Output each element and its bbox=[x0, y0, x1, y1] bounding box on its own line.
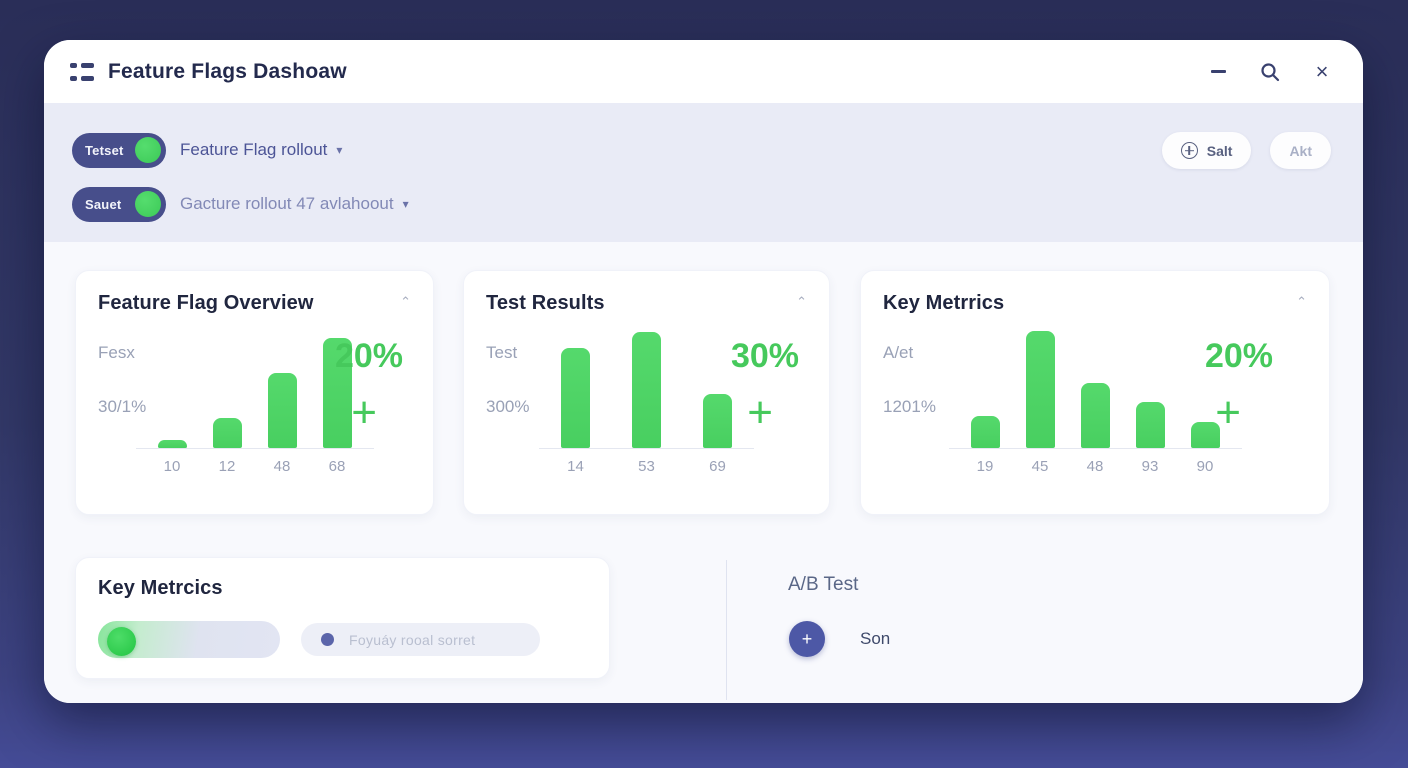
x-tick-label: 48 bbox=[1086, 458, 1104, 475]
slider-knob[interactable] bbox=[107, 627, 136, 656]
bar bbox=[1080, 383, 1110, 448]
bars-area bbox=[948, 319, 1242, 449]
title-bar: Feature Flags Dashoaw × bbox=[44, 40, 1363, 103]
toggle-sauet[interactable]: Sauet bbox=[72, 186, 166, 222]
x-axis-ticks: 14 53 69 bbox=[539, 458, 754, 475]
ab-test-title: A/B Test bbox=[788, 574, 859, 595]
toolbar-actions: Salt Akt bbox=[1161, 132, 1331, 169]
dropdown-feature-flag-rollout[interactable]: Feature Flag rollout ▾ bbox=[180, 140, 342, 160]
x-tick-label: 10 bbox=[163, 458, 181, 475]
card-feature-flag-overview: Feature Flag Overview ⌃ Fesx 30/1% 10 12 4… bbox=[75, 270, 434, 515]
plus-circle-icon bbox=[1180, 142, 1198, 159]
collapse-chevron-icon[interactable]: ⌃ bbox=[1296, 293, 1307, 309]
x-tick-label: 12 bbox=[218, 458, 236, 475]
bar bbox=[1135, 402, 1165, 448]
card-test-results: Test Results ⌃ Test 300% 14 53 69 30% + bbox=[463, 270, 830, 515]
vertical-divider bbox=[726, 560, 727, 700]
list-menu-icon[interactable] bbox=[70, 62, 94, 81]
add-plus-button[interactable]: + bbox=[747, 388, 773, 437]
toggle-row-1: Tetset Feature Flag rollout ▾ bbox=[72, 132, 1333, 168]
salt-button[interactable]: Salt bbox=[1161, 132, 1252, 169]
card-key-metrics: Key Metrrics ⌃ A/et 1201% 19 45 48 93 90 20%… bbox=[860, 270, 1330, 515]
toggle-label: Sauet bbox=[85, 196, 122, 212]
bar-chart: 14 53 69 bbox=[464, 319, 829, 475]
chart-label-top: A/et bbox=[883, 343, 914, 362]
dropdown-label: Gacture rollout 47 avlahoout bbox=[180, 194, 394, 213]
collapse-chevron-icon[interactable]: ⌃ bbox=[796, 293, 807, 309]
toggle-knob-icon bbox=[135, 191, 161, 217]
x-tick-label: 68 bbox=[328, 458, 346, 475]
ab-test-add-button[interactable]: + bbox=[789, 621, 825, 657]
minimize-icon bbox=[1210, 70, 1226, 73]
close-button[interactable]: × bbox=[1311, 58, 1333, 84]
bar bbox=[267, 373, 297, 448]
app-window: Feature Flags Dashoaw × Tetset Feature F… bbox=[44, 40, 1363, 703]
card-key-metrics-bottom: Key Metrcics Foyuáy rooal sorret bbox=[75, 557, 610, 679]
bars-area bbox=[539, 319, 754, 449]
toggle-row-2: Sauet Gacture rollout 47 avlahoout ▾ bbox=[72, 186, 1333, 222]
percent-value: 20% bbox=[334, 337, 403, 375]
akt-button-label: Akt bbox=[1289, 142, 1312, 159]
bar-chart: 10 12 48 68 bbox=[76, 319, 433, 475]
bars-area bbox=[135, 319, 374, 449]
status-pill-label: Foyuáy rooal sorret bbox=[349, 631, 476, 648]
chart-label-mid: 30/1% bbox=[98, 397, 147, 416]
progress-slider[interactable] bbox=[98, 621, 280, 658]
dropdown-gacture-rollout[interactable]: Gacture rollout 47 avlahoout ▾ bbox=[180, 194, 409, 214]
toggle-knob-icon bbox=[135, 137, 161, 163]
x-tick-label: 45 bbox=[1031, 458, 1049, 475]
bar bbox=[157, 440, 187, 448]
x-axis-ticks: 10 12 48 68 bbox=[136, 458, 374, 475]
bar bbox=[322, 338, 352, 448]
collapse-chevron-icon[interactable]: ⌃ bbox=[400, 293, 411, 309]
toolbar: Tetset Feature Flag rollout ▾ Sauet Gact… bbox=[44, 103, 1363, 242]
main-content: Feature Flag Overview ⌃ Fesx 30/1% 10 12 4… bbox=[44, 242, 1363, 703]
x-tick-label: 93 bbox=[1141, 458, 1159, 475]
chevron-down-icon: ▾ bbox=[336, 143, 343, 157]
window-title: Feature Flags Dashoaw bbox=[108, 59, 347, 83]
card-title: Feature Flag Overview bbox=[98, 292, 314, 314]
chevron-down-icon: ▾ bbox=[402, 197, 409, 211]
percent-value: 30% bbox=[730, 337, 799, 375]
percent-value: 20% bbox=[1204, 337, 1273, 375]
close-icon: × bbox=[1315, 58, 1329, 84]
x-tick-label: 48 bbox=[273, 458, 291, 475]
bar-chart: 19 45 48 93 90 bbox=[861, 319, 1329, 475]
chart-label-top: Test bbox=[486, 343, 518, 362]
chart-label-mid: 300% bbox=[486, 397, 530, 416]
search-icon bbox=[1261, 62, 1280, 81]
x-tick-label: 19 bbox=[976, 458, 994, 475]
toggle-tetset[interactable]: Tetset bbox=[72, 132, 166, 168]
bar bbox=[1025, 331, 1055, 448]
akt-button[interactable]: Akt bbox=[1270, 132, 1331, 169]
x-tick-label: 53 bbox=[638, 458, 655, 475]
ab-test-action-label[interactable]: Son bbox=[860, 629, 891, 648]
bar bbox=[212, 418, 242, 448]
add-plus-button[interactable]: + bbox=[1215, 388, 1241, 437]
plus-icon: + bbox=[801, 628, 813, 649]
bar bbox=[703, 394, 732, 448]
bar bbox=[1190, 422, 1220, 448]
bar bbox=[632, 332, 661, 448]
card-title: Test Results bbox=[486, 292, 605, 314]
x-tick-label: 90 bbox=[1196, 458, 1214, 475]
x-tick-label: 14 bbox=[567, 458, 584, 475]
add-plus-button[interactable]: + bbox=[351, 388, 377, 437]
dropdown-label: Feature Flag rollout bbox=[180, 140, 328, 159]
bar bbox=[561, 348, 590, 448]
search-button[interactable] bbox=[1259, 61, 1281, 83]
card-title: Key Metrcics bbox=[98, 577, 223, 599]
x-tick-label: 69 bbox=[709, 458, 726, 475]
minimize-button[interactable] bbox=[1207, 61, 1229, 83]
toggle-label: Tetset bbox=[85, 142, 124, 158]
status-pill[interactable]: Foyuáy rooal sorret bbox=[301, 623, 540, 656]
salt-button-label: Salt bbox=[1206, 142, 1233, 159]
card-title: Key Metrrics bbox=[883, 292, 1005, 314]
status-dot-icon bbox=[321, 633, 334, 646]
x-axis-ticks: 19 45 48 93 90 bbox=[949, 458, 1242, 475]
chart-label-top: Fesx bbox=[98, 343, 135, 362]
chart-label-mid: 1201% bbox=[883, 397, 936, 416]
bar bbox=[970, 416, 1000, 448]
